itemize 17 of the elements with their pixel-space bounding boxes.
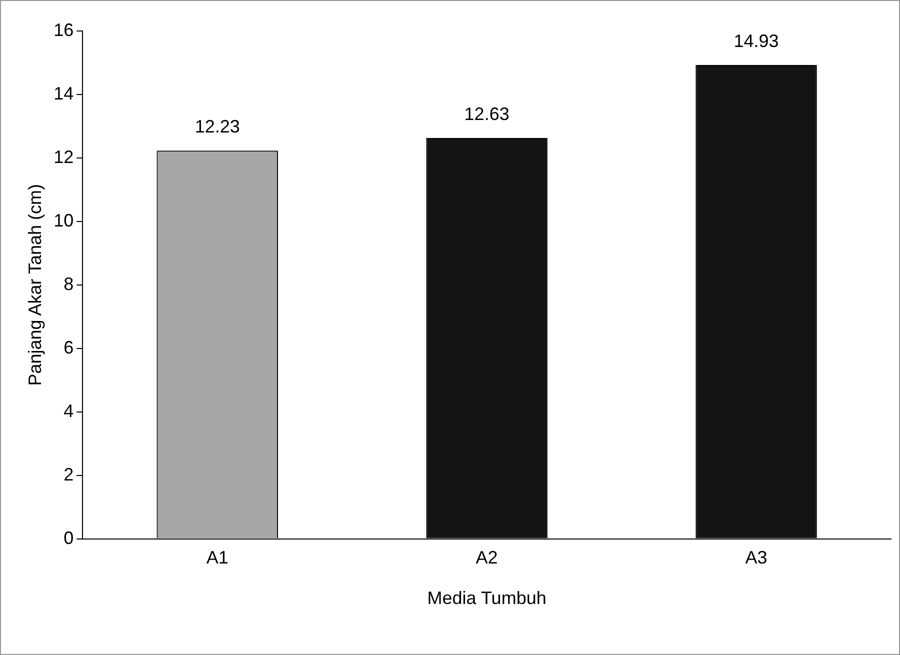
y-tick-label: 0 — [64, 528, 74, 548]
y-axis-title: Panjang Akar Tanah (cm) — [24, 184, 45, 386]
y-tick-label: 14 — [54, 83, 74, 104]
data-label: 14.93 — [734, 30, 779, 51]
y-tick-label: 6 — [64, 337, 74, 358]
x-axis-title: Media Tumbuh — [427, 588, 546, 608]
data-label: 12.63 — [464, 104, 510, 124]
x-tick-label: A3 — [745, 548, 768, 568]
x-tick-label: A1 — [206, 548, 228, 568]
data-label: 12.23 — [194, 116, 240, 137]
y-tick-label: 12 — [54, 146, 74, 167]
y-tick-label: 10 — [54, 210, 74, 230]
y-tick-label: 2 — [64, 464, 74, 484]
y-tick-label: 16 — [54, 20, 74, 40]
y-tick-label: 4 — [64, 400, 74, 421]
x-tick-label: A2 — [476, 548, 498, 568]
y-tick-label: 8 — [64, 274, 74, 294]
